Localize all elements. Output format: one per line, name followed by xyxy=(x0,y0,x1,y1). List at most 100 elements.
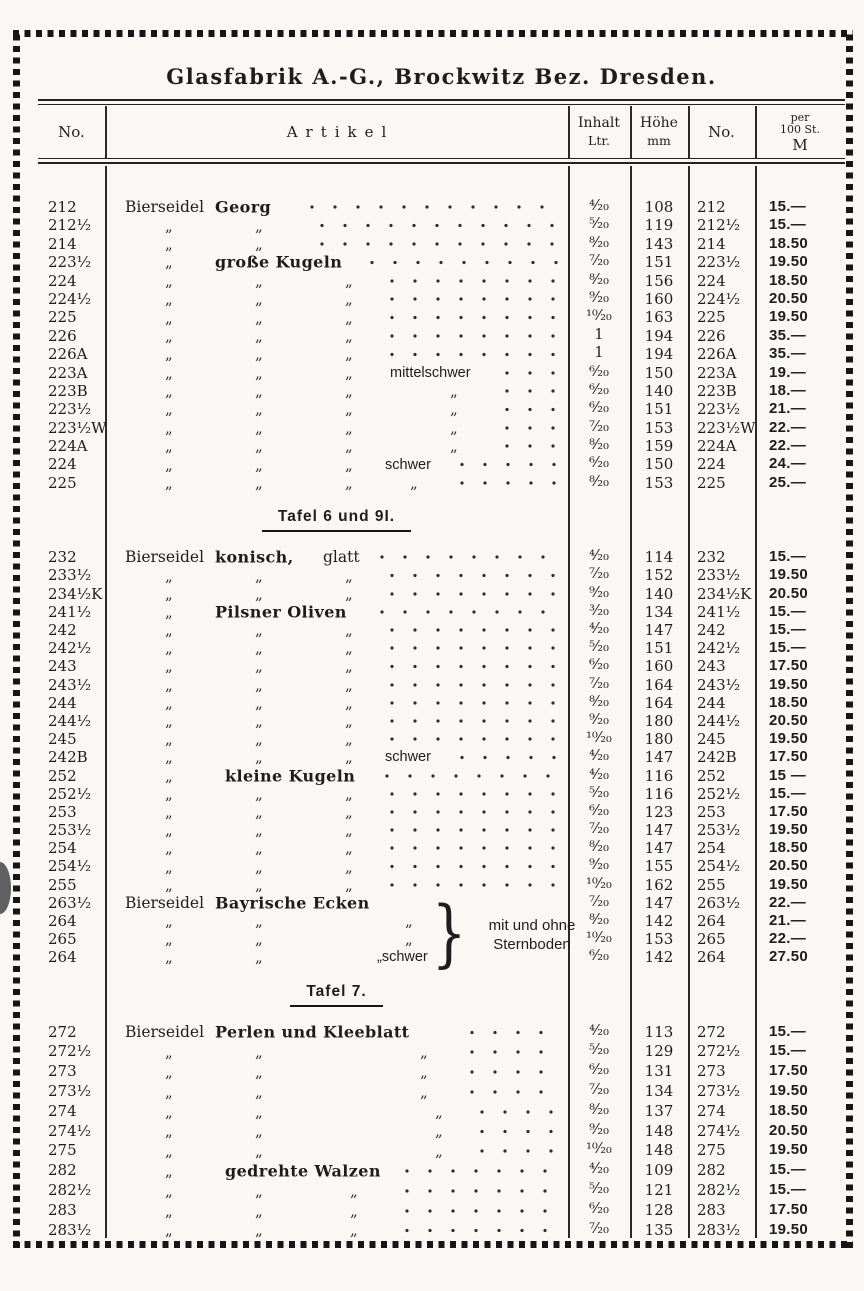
dot-leader xyxy=(390,308,558,327)
cell-price: 21.— xyxy=(769,912,807,929)
cell-no-left: 272¹⁄₂ xyxy=(48,1042,92,1061)
table-row: 244¹⁄₂ „ „ „ ⁹⁄₂₀ 180 244¹⁄₂ 20.50 xyxy=(38,711,845,731)
cell-no-left: 283 xyxy=(48,1200,77,1219)
artikel-text: Perlen und Kleeblatt xyxy=(215,1022,410,1042)
cell-no-left: 243¹⁄₂ xyxy=(48,675,92,694)
cell-no-left: 253 xyxy=(48,802,77,821)
dot-leader xyxy=(390,857,558,876)
ditto-mark: „ xyxy=(345,730,353,749)
cell-hoehe: 147 xyxy=(644,621,674,639)
cell-no-right: 255 xyxy=(697,875,726,894)
cell-inhalt: ⁷⁄₂₀ xyxy=(589,253,609,270)
cell-price: 15.— xyxy=(769,198,807,215)
inhalt-label: Inhalt xyxy=(577,115,620,131)
cell-price: 18.— xyxy=(769,381,807,399)
artikel-text: Bayrische Ecken xyxy=(215,893,370,913)
inhalt-unit: Ltr. xyxy=(588,133,610,148)
artikel-text: große Kugeln xyxy=(215,252,343,272)
cell-inhalt: ⁸⁄₂₀ xyxy=(589,437,609,454)
cell-no-left: 223¹⁄₂ xyxy=(48,400,92,419)
cell-no-left: 253¹⁄₂ xyxy=(48,821,92,840)
cell-inhalt: ⁷⁄₂₀ xyxy=(589,1220,609,1237)
ditto-mark: „ xyxy=(345,639,353,658)
column-divider xyxy=(105,166,107,1238)
cell-no-left: 234¹⁄₂K xyxy=(48,584,103,603)
ditto-mark: „ xyxy=(255,271,263,290)
ditto-mark: „ xyxy=(165,437,173,456)
cell-inhalt: ⁵⁄₂₀ xyxy=(589,784,609,801)
ditto-mark: „ xyxy=(165,675,173,694)
cell-inhalt: ⁴⁄₂₀ xyxy=(589,766,609,783)
cell-artikel: „ „ „ xyxy=(105,711,568,731)
ditto-mark: „ xyxy=(165,839,173,858)
cell-inhalt: ⁹⁄₂₀ xyxy=(589,584,609,601)
cell-artikel: „ „ „ xyxy=(105,1042,568,1063)
table-row: 212¹⁄₂ „ „ ⁵⁄₂₀ 119 212¹⁄₂ 15.— xyxy=(38,216,845,235)
ditto-mark: „ xyxy=(255,875,263,894)
ditto-mark: „ xyxy=(345,437,353,456)
cell-no-left: 224 xyxy=(48,455,77,474)
ditto-mark: „ xyxy=(255,1102,263,1121)
cell-no-left: 263¹⁄₂ xyxy=(48,893,92,912)
cell-artikel: „ „ „ xyxy=(105,584,568,603)
ditto-mark: „ xyxy=(165,290,173,309)
cell-price: 15.— xyxy=(769,639,807,657)
ditto-mark: „ xyxy=(345,584,353,603)
table-row: 224¹⁄₂ „ „ „ ⁹⁄₂₀ 160 224¹⁄₂ 20.50 xyxy=(38,289,845,309)
cell-no-left: 242¹⁄₂ xyxy=(48,639,92,658)
ditto-mark: „ xyxy=(165,875,173,894)
cell-price: 27.50 xyxy=(769,948,809,966)
cell-no-left: 242 xyxy=(48,621,77,639)
cell-price: 22.— xyxy=(769,930,807,948)
cell-no-right: 224 xyxy=(697,271,726,290)
cell-inhalt: ⁵⁄₂₀ xyxy=(589,639,609,656)
ditto-mark: „ xyxy=(165,216,173,235)
ditto-mark: „ xyxy=(255,621,263,640)
cell-artikel: „ „ „ xyxy=(105,1121,568,1142)
column-header-hoehe: Höhe mm xyxy=(630,106,688,158)
cell-no-right: 283¹⁄₂ xyxy=(697,1220,741,1239)
cell-no-left: 232 xyxy=(48,548,77,567)
cell-hoehe: 153 xyxy=(644,473,674,492)
ditto-mark: „ xyxy=(345,839,353,858)
ditto-mark: „ xyxy=(345,748,353,767)
cell-no-right: 274 xyxy=(697,1101,726,1120)
cell-price: 19.50 xyxy=(769,566,809,584)
table-row: 264 „ „ „ ⁸⁄₂₀ 142 264 21.— xyxy=(38,912,845,930)
cell-no-right: 212 xyxy=(697,198,726,216)
ditto-mark: „ xyxy=(255,1181,263,1200)
cell-inhalt: ⁶⁄₂₀ xyxy=(589,1062,609,1079)
table-row: 272¹⁄₂ „ „ „ ⁵⁄₂₀ 129 272¹⁄₂ 15.— xyxy=(38,1042,845,1063)
table-row: 272 Bierseidel Perlen und Kleeblatt ⁴⁄₂₀ … xyxy=(38,1022,845,1043)
page-title: Glasfabrik A.-G., Brockwitz Bez. Dresden… xyxy=(166,64,717,89)
ditto-mark: „ xyxy=(345,875,353,894)
cell-no-left: 224¹⁄₂ xyxy=(48,289,92,308)
dot-leader xyxy=(390,289,558,309)
ditto-mark: „ xyxy=(255,455,263,474)
cell-inhalt: ¹⁰⁄₂₀ xyxy=(586,730,612,747)
ditto-mark: „ xyxy=(255,839,263,858)
cell-hoehe: 151 xyxy=(644,639,674,658)
cell-no-right: 274¹⁄₂ xyxy=(697,1121,741,1140)
table-row: 244 „ „ „ ⁸⁄₂₀ 164 244 18.50 xyxy=(38,693,845,712)
ditto-mark: „ xyxy=(165,912,173,931)
cell-inhalt: ¹⁰⁄₂₀ xyxy=(586,875,612,892)
cell-artikel: „ „ „ xyxy=(105,839,568,858)
cell-no-right: 263¹⁄₂ xyxy=(697,893,741,912)
ditto-mark: „ xyxy=(165,657,173,676)
ditto-mark: „ xyxy=(165,712,173,731)
ditto-mark: „ xyxy=(165,234,173,253)
stitched-border-right xyxy=(846,30,853,1248)
cell-no-left: 223A xyxy=(48,363,88,382)
cell-artikel: „ „ xyxy=(105,216,568,235)
cell-hoehe: 164 xyxy=(644,693,674,712)
cell-inhalt: ⁶⁄₂₀ xyxy=(589,802,609,819)
dot-leader xyxy=(470,1062,558,1082)
cell-inhalt: ⁶⁄₂₀ xyxy=(589,363,609,380)
cell-artikel: „ „ „ xyxy=(105,730,568,749)
artikel-text: gedrehte Walzen xyxy=(225,1161,381,1181)
ditto-mark: „ xyxy=(405,912,413,931)
stitched-border-bottom xyxy=(13,1241,853,1248)
ditto-mark: „ xyxy=(410,474,418,493)
cell-artikel: „ „ „ xyxy=(105,308,568,327)
